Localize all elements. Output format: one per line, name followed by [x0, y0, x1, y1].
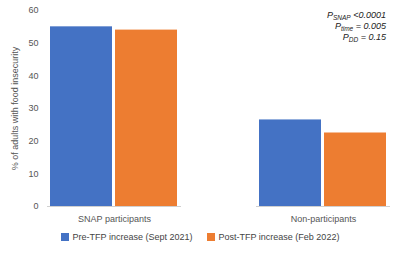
- svg-text:10: 10: [28, 169, 38, 179]
- svg-text:50: 50: [28, 38, 38, 48]
- svg-text:0: 0: [33, 201, 38, 211]
- svg-text:30: 30: [28, 103, 38, 113]
- svg-text:SNAP participants: SNAP participants: [78, 214, 151, 224]
- svg-text:60: 60: [28, 5, 38, 15]
- svg-text:PSNAP <0.0001: PSNAP <0.0001: [327, 10, 386, 21]
- svg-text:20: 20: [28, 136, 38, 146]
- svg-text:Ptime = 0.005: Ptime = 0.005: [335, 21, 387, 32]
- html-text:Pre-TFP increase (Sept 2021): Pre-TFP increase (Sept 2021): [72, 232, 193, 242]
- html-text:Post-TFP increase (Feb 2022): Post-TFP increase (Feb 2022): [218, 232, 340, 242]
- svg-text:PDD = 0.15: PDD = 0.15: [343, 32, 387, 43]
- svg-text:% of adults with food insecuri: % of adults with food insecurity: [10, 46, 20, 170]
- svg-text:40: 40: [28, 71, 38, 81]
- svg-text:Non-participants: Non-participants: [291, 214, 357, 224]
